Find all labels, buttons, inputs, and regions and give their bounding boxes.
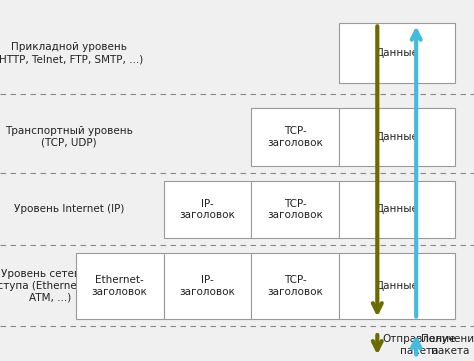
- Text: Ethernet-
заголовок: Ethernet- заголовок: [92, 275, 147, 297]
- Text: IP-
заголовок: IP- заголовок: [180, 199, 235, 220]
- Bar: [164, 253, 251, 319]
- Text: Отправление
пакета: Отправление пакета: [382, 334, 456, 356]
- Bar: [339, 180, 455, 238]
- Text: Данные: Данные: [375, 132, 419, 142]
- Text: Уровень сетевого
доступа (Ethernet, FDDI,
ATM, ...): Уровень сетевого доступа (Ethernet, FDDI…: [0, 270, 116, 303]
- Text: Получение
пакета: Получение пакета: [421, 334, 474, 356]
- Text: Уровень Internet (IP): Уровень Internet (IP): [14, 204, 124, 214]
- Bar: [339, 253, 455, 319]
- Bar: [339, 108, 455, 166]
- Bar: [339, 23, 455, 83]
- Text: TCP-
заголовок: TCP- заголовок: [267, 275, 323, 297]
- Text: TCP-
заголовок: TCP- заголовок: [267, 199, 323, 220]
- Bar: [76, 253, 164, 319]
- Text: Данные: Данные: [375, 204, 419, 214]
- Text: Прикладной уровень
(HTTP, Telnet, FTP, SMTP, ...): Прикладной уровень (HTTP, Telnet, FTP, S…: [0, 43, 143, 64]
- Bar: [251, 253, 339, 319]
- Text: Транспортный уровень
(TCP, UDP): Транспортный уровень (TCP, UDP): [5, 126, 133, 148]
- Bar: [251, 180, 339, 238]
- Text: TCP-
заголовок: TCP- заголовок: [267, 126, 323, 148]
- Text: IP-
заголовок: IP- заголовок: [180, 275, 235, 297]
- Bar: [164, 180, 251, 238]
- Bar: [251, 108, 339, 166]
- Text: Данные: Данные: [375, 48, 419, 58]
- Text: Данные: Данные: [375, 281, 419, 291]
